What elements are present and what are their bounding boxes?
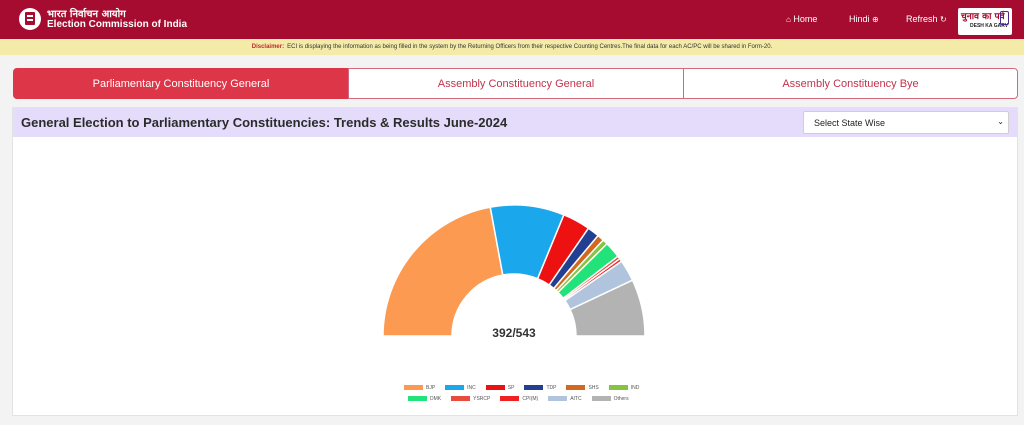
nav-hindi-link[interactable]: Hindi ⊕ — [849, 14, 879, 24]
legend-label: SHS — [588, 385, 599, 391]
nav-refresh-link[interactable]: Refresh ↻ — [906, 14, 947, 24]
legend-item-shs[interactable]: SHS — [566, 385, 599, 391]
legend-label: CPI(M) — [522, 396, 539, 402]
legend-label: BJP — [426, 385, 436, 391]
chart-legend-row-1: BJP INC SP TDP SHS IND — [404, 385, 649, 391]
legend-item-bjp[interactable]: BJP — [404, 385, 435, 391]
page-title: General Election to Parliamentary Consti… — [21, 115, 508, 130]
brand-name-english: Election Commission of India — [47, 19, 188, 30]
legend-item-ysrcp[interactable]: YSRCP — [451, 396, 490, 402]
legend-swatch — [408, 396, 427, 402]
legend-label: IND — [630, 385, 640, 391]
chevron-down-icon: ⌄ — [997, 117, 1004, 126]
eci-logo-icon[interactable] — [18, 6, 42, 32]
legend-item-sp[interactable]: SP — [485, 385, 515, 391]
legend-swatch — [500, 396, 520, 402]
chart-center-value: 392/543 — [492, 326, 536, 340]
legend-swatch — [451, 396, 471, 402]
globe-icon: ⊕ — [872, 15, 879, 24]
brand-name-hindi: भारत निर्वाचन आयोग — [47, 9, 126, 20]
legend-swatch — [548, 396, 568, 402]
state-select-value: Select State Wise — [814, 118, 886, 128]
legend-swatch — [566, 385, 586, 391]
disclaimer-label: Disclaimer: — [251, 44, 285, 50]
badge-english-text: DESH KA GARV — [970, 23, 1009, 29]
legend-item-aitc[interactable]: AITC — [548, 396, 582, 402]
legend-item-tdp[interactable]: TDP — [524, 385, 556, 391]
tab-assembly-constituency-bye[interactable]: Assembly Constituency Bye — [683, 68, 1018, 99]
legend-label: YSRCP — [473, 396, 491, 402]
legend-item-others[interactable]: Others — [591, 396, 629, 402]
legend-swatch — [591, 396, 611, 402]
disclaimer-bar: Disclaimer: ECI is displaying the informa… — [0, 39, 1024, 55]
refresh-icon: ↻ — [940, 15, 947, 24]
legend-item-cpi-m[interactable]: CPI(M) — [500, 396, 538, 402]
slice-others[interactable] — [569, 279, 646, 337]
state-select-dropdown[interactable]: Select State Wise ⌄ — [803, 111, 1009, 134]
panel-header: General Election to Parliamentary Consti… — [13, 108, 1017, 137]
nav-home-link[interactable]: ⌂ Home — [786, 14, 817, 24]
legend-swatch — [524, 385, 544, 391]
nav-hindi-label: Hindi — [849, 14, 870, 24]
nav-home-label: Home — [793, 14, 818, 24]
legend-label: TDP — [546, 385, 557, 391]
badge-hindi-text: चुनाव का पर्व — [961, 12, 1005, 22]
ballot-icon — [1000, 11, 1009, 25]
chart-legend-row-2: DMK YSRCP CPI(M) AITC Others — [408, 396, 639, 402]
legend-swatch — [445, 385, 465, 391]
legend-swatch — [608, 385, 628, 391]
tab-parliamentary-constituency-general[interactable]: Parliamentary Constituency General — [13, 68, 349, 99]
legend-swatch — [485, 385, 505, 391]
home-icon: ⌂ — [786, 15, 791, 24]
legend-label: AITC — [570, 396, 582, 402]
nav-refresh-label: Refresh — [906, 14, 938, 24]
desh-ka-garv-badge[interactable]: चुनाव का पर्व DESH KA GARV — [958, 8, 1012, 35]
legend-label: INC — [467, 385, 476, 391]
slice-bjp[interactable] — [382, 206, 504, 337]
legend-item-ind[interactable]: IND — [608, 385, 640, 391]
legend-item-inc[interactable]: INC — [445, 385, 476, 391]
tab-assembly-constituency-general[interactable]: Assembly Constituency General — [348, 68, 684, 99]
legend-label: Others — [613, 396, 629, 402]
legend-swatch — [404, 385, 423, 391]
legend-label: SP — [507, 385, 515, 391]
disclaimer-text: ECI is displaying the information as bei… — [287, 44, 773, 50]
legend-item-dmk[interactable]: DMK — [408, 396, 441, 402]
legend-label: DMK — [430, 396, 442, 402]
top-header: भारत निर्वाचन आयोग Election Commission o… — [0, 0, 1024, 39]
